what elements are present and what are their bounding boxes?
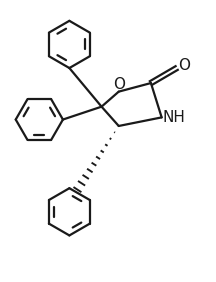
Text: NH: NH — [162, 110, 185, 125]
Text: O: O — [178, 58, 190, 73]
Text: O: O — [113, 77, 125, 92]
